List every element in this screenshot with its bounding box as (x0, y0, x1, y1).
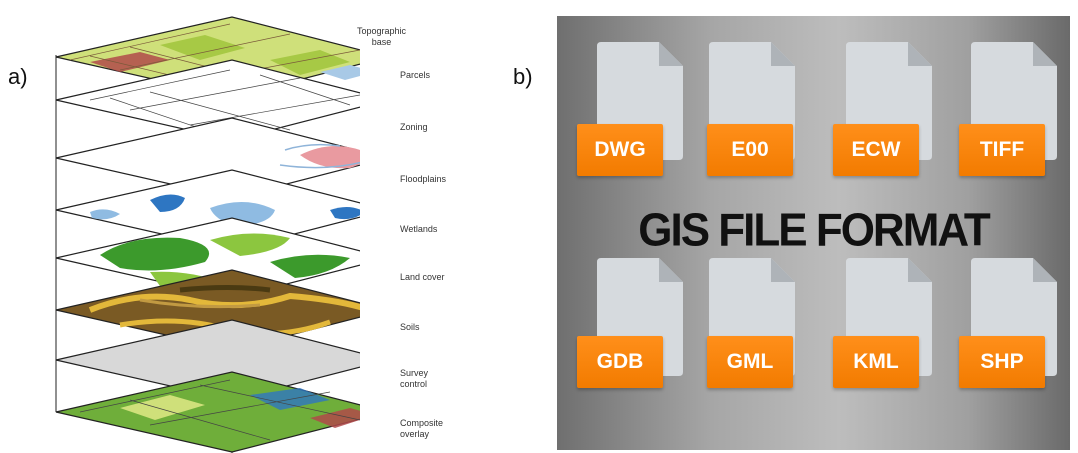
layer-land-cover (55, 217, 360, 299)
format-badge-gdb: GDB (577, 336, 663, 388)
panel-b-label: b) (513, 64, 533, 89)
layer-label-floodplains: Floodplains (400, 174, 447, 184)
layer-wetlands (55, 169, 360, 251)
gis-file-format-panel: DWG E00 ECW TIFF GDB GML KML SHP GIS FIL… (557, 16, 1070, 450)
layer-label-zoning: Zoning (400, 122, 428, 132)
format-badge-tiff: TIFF (959, 124, 1045, 176)
panel-a-label: a) (8, 64, 28, 89)
layer-label-parcels: Parcels (400, 70, 431, 80)
format-badge-gml: GML (707, 336, 793, 388)
format-badge-e00: E00 (707, 124, 793, 176)
format-badge-ecw: ECW (833, 124, 919, 176)
gis-layers-diagram (55, 16, 360, 453)
layer-label-topographic-base: Topographic base (357, 26, 407, 47)
layer-label-composite-overlay: Composite overlay (400, 418, 444, 439)
layer-label-survey-control: Survey control (400, 368, 429, 389)
layer-label-land-cover: Land cover (400, 272, 445, 282)
layer-label-soils: Soils (400, 322, 420, 332)
layer-composite-overlay (55, 371, 360, 453)
gis-file-format-title: GIS FILE FORMAT (638, 204, 991, 257)
format-badge-shp: SHP (959, 336, 1045, 388)
format-badge-dwg: DWG (577, 124, 663, 176)
format-badge-kml: KML (833, 336, 919, 388)
layer-label-wetlands: Wetlands (400, 224, 438, 234)
layer-parcels (55, 59, 360, 141)
layer-zoning (55, 117, 360, 199)
